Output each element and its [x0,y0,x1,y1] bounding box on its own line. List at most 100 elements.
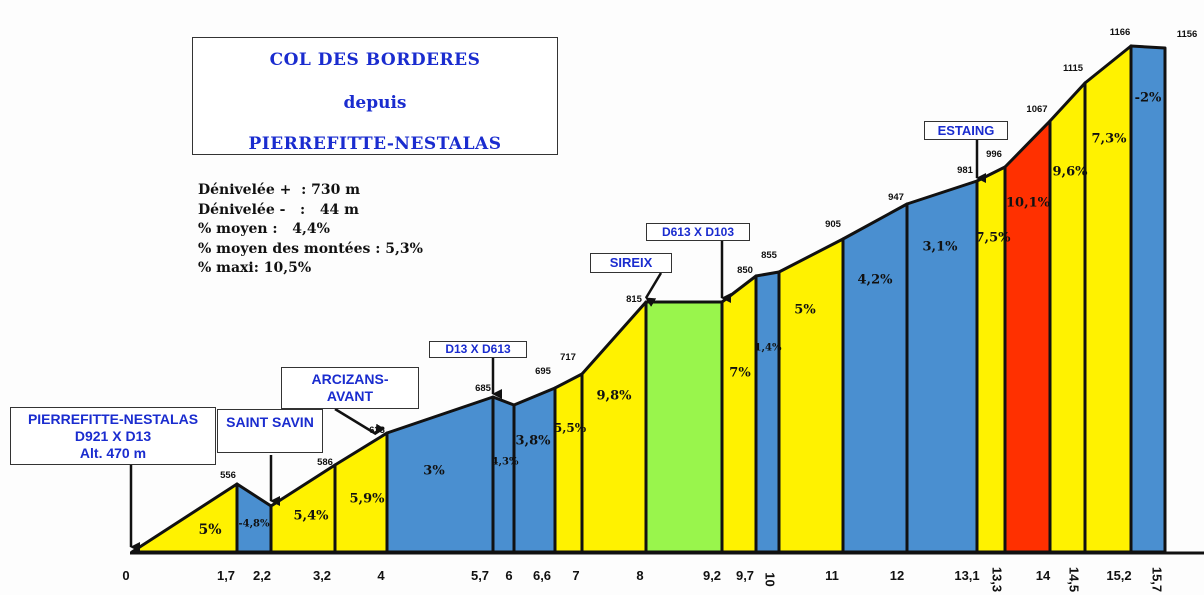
segment-13.1-13.3 [975,165,1007,554]
grade-label: 9,6% [1052,164,1088,180]
x-tick-label: 10 [762,572,778,587]
callout-d13-d613-label: D13 X D613 [445,342,511,356]
segment-7-8 [580,300,648,554]
x-tick-label: 7 [572,568,580,583]
grade-label: 4,3% [491,456,519,468]
altitude-label: 996 [986,149,1002,160]
x-tick-label: 11 [825,568,839,583]
segment-14.5-15.2 [1083,44,1133,554]
x-tick-label: 15,7 [1149,566,1165,593]
x-tick-label: 15,2 [1106,568,1132,583]
segment-6-6.6 [512,386,557,554]
grade-label: 5% [794,302,816,318]
grade-label: 5% [198,522,222,538]
segment-13.3-14 [1003,119,1052,554]
x-tick-label: 9,2 [702,568,722,583]
altitude-label: 717 [560,352,576,363]
x-tick-label: 13,3 [989,566,1005,593]
segment-8-9.2 [644,300,724,554]
grade-label: 5,5% [553,421,587,435]
title-line-3: PIERREFITTE-NESTALAS [248,134,502,154]
grade-label: 5,9% [349,491,385,507]
segment-12-13.1 [905,179,979,554]
callout-estaing-label: ESTAING [937,123,995,138]
callout-estaing: ESTAING [924,121,1008,140]
callout-arcizans: ARCIZANS- AVANT [281,367,419,409]
grade-label: 3,8% [515,433,551,449]
x-tick-label: 2,2 [252,568,272,583]
title-box: COL DES BORDERES depuis PIERREFITTE-NEST… [192,37,558,155]
x-tick-label: 0 [122,568,130,583]
callout-arcizans-line2: AVANT [326,388,374,404]
segment-6.6-7 [553,372,584,554]
altitude-label: 695 [535,366,551,377]
altitude-label: 685 [475,383,491,394]
grade-label: 10,1% [1005,195,1051,211]
callout-arcizans-line1: ARCIZANS- [311,371,389,387]
callout-d613-d103: D613 X D103 [646,223,750,241]
x-tick-label: 14,5 [1066,566,1082,593]
grade-label: 7% [729,365,751,381]
altitude-label: 1156 [1176,29,1198,40]
grade-label: 3% [423,463,445,479]
segment-0-1.7 [130,482,239,554]
altitude-label: 586 [317,457,333,468]
stat-pct-moyen: % moyen : 4,4% [198,221,330,237]
callout-saint-savin-label: SAINT SAVIN [226,414,314,430]
title-line-2: depuis [343,93,407,113]
altitude-label: 850 [737,265,753,276]
altitude-label: 947 [888,192,904,203]
callout-saint-savin: SAINT SAVIN [217,409,323,453]
grade-label: 7,3% [1091,131,1127,147]
segment-11-12 [841,202,909,554]
segment-15.2-15.7 [1129,44,1167,554]
callout-d613-d103-label: D613 X D103 [661,225,735,239]
x-tick-label: 13,1 [954,568,980,583]
x-tick-label: 6,6 [532,568,552,583]
callout-sireix-label: SIREIX [609,255,653,270]
x-tick-label: 4 [377,568,385,583]
grade-label: -2% [1134,90,1162,106]
stat-denivele-plus: Dénivelée + : 730 m [198,182,361,198]
segment-9.7-10 [754,270,781,554]
callout-start-line1: PIERREFITTE-NESTALAS [27,411,199,427]
segment-14-14.5 [1048,81,1087,554]
x-tick-label: 3,2 [312,568,332,583]
altitude-label: 981 [957,165,973,176]
grade-label: 1,4% [754,342,782,354]
x-tick-label: 1,7 [216,568,236,583]
altitude-label: 633 [369,425,385,436]
altitude-label: 556 [220,470,236,481]
callout-start: PIERREFITTE-NESTALAS D921 X D13 Alt. 470… [10,407,216,465]
callout-start-line2: D921 X D13 [74,428,152,444]
altitude-label: 905 [825,219,841,230]
segment-5.7-6 [491,395,516,554]
segment-9.2-9.7 [720,274,758,554]
grade-label: 9,8% [596,388,632,404]
altitude-label: 815 [626,294,642,305]
x-tick-label: 9,7 [735,568,755,583]
stat-denivele-moins: Dénivelée - : 44 m [198,201,359,218]
x-tick-label: 12 [889,568,905,583]
x-tick-label: 6 [505,568,513,583]
callout-start-line3: Alt. 470 m [79,445,147,461]
grade-label: 3,1% [922,239,958,255]
stat-pct-moyen-montees: % moyen des montées : 5,3% [198,240,423,257]
altitude-label: 1166 [1109,27,1131,38]
segment-10-11 [777,237,845,554]
x-tick-label: 14 [1035,568,1051,583]
stat-pct-maxi: % maxi: 10,5% [198,260,312,276]
grade-label: 7,5% [975,230,1011,246]
grade-label: 5,4% [293,508,329,524]
grade-label: -4,8% [238,518,270,530]
x-tick-label: 5,7 [470,568,490,583]
arrow-sireix [644,272,663,307]
callout-d13-d613: D13 X D613 [429,341,527,358]
altitude-label: 1115 [1062,63,1084,74]
altitude-label: 855 [761,250,777,261]
x-tick-label: 8 [636,568,644,583]
stats-block: Dénivelée + : 730 m Dénivelée - : 44 m %… [198,181,423,279]
callout-sireix: SIREIX [590,253,672,273]
